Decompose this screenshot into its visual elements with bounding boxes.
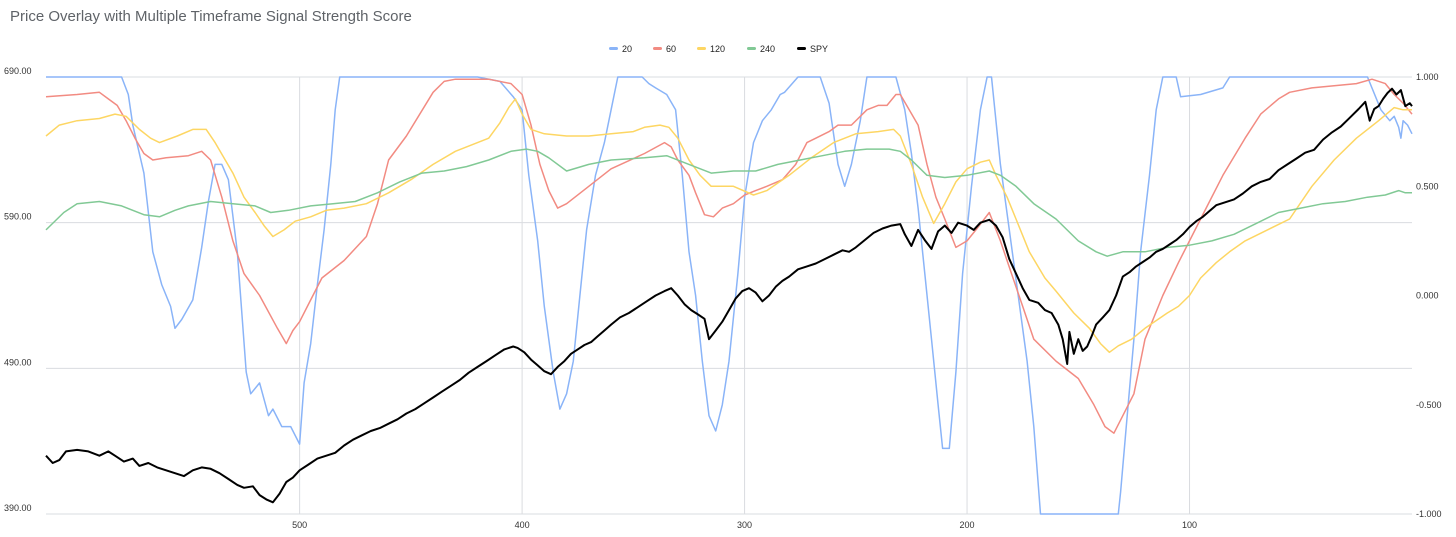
y-right-tick-label: -1.000 bbox=[1416, 509, 1442, 519]
legend-swatch-120 bbox=[697, 47, 706, 50]
axis-ticks: 390.00 490.00 590.00 690.00 500 400 300 200 100 -… bbox=[4, 66, 1442, 530]
legend-label-60: 60 bbox=[666, 44, 676, 54]
legend-label-240: 240 bbox=[760, 44, 775, 54]
y-left-tick-label: 390.00 bbox=[4, 503, 32, 513]
legend: 20 60 120 240 SPY bbox=[609, 44, 828, 54]
series-line-spy bbox=[45, 87, 1413, 504]
y-right-tick-label: 1.000 bbox=[1416, 72, 1439, 82]
y-left-tick-label: 490.00 bbox=[4, 357, 32, 367]
y-left-tick-label: 690.00 bbox=[4, 66, 32, 76]
legend-label-20: 20 bbox=[622, 44, 632, 54]
x-tick-label: 100 bbox=[1182, 520, 1197, 530]
series-lines bbox=[45, 76, 1413, 515]
y-right-tick-label: 0.500 bbox=[1416, 181, 1439, 191]
x-tick-label: 500 bbox=[292, 520, 307, 530]
legend-swatch-60 bbox=[653, 47, 662, 50]
y-right-tick-label: -0.500 bbox=[1416, 400, 1442, 410]
series-line-60 bbox=[45, 78, 1413, 434]
chart-title: Price Overlay with Multiple Timeframe Si… bbox=[10, 8, 412, 25]
y-left-tick-label: 590.00 bbox=[4, 212, 32, 222]
series-line-240 bbox=[45, 148, 1412, 257]
legend-swatch-spy bbox=[797, 47, 806, 50]
legend-label-120: 120 bbox=[710, 44, 725, 54]
series-line-120 bbox=[45, 98, 1412, 354]
y-right-tick-label: 0.000 bbox=[1416, 291, 1439, 301]
legend-label-spy: SPY bbox=[810, 44, 828, 54]
x-tick-label: 200 bbox=[960, 520, 975, 530]
legend-swatch-240 bbox=[747, 47, 756, 50]
grid-lines bbox=[46, 76, 1412, 515]
legend-swatch-20 bbox=[609, 47, 618, 50]
series-line-20 bbox=[46, 76, 1413, 515]
x-tick-label: 400 bbox=[515, 520, 530, 530]
x-tick-label: 300 bbox=[737, 520, 752, 530]
